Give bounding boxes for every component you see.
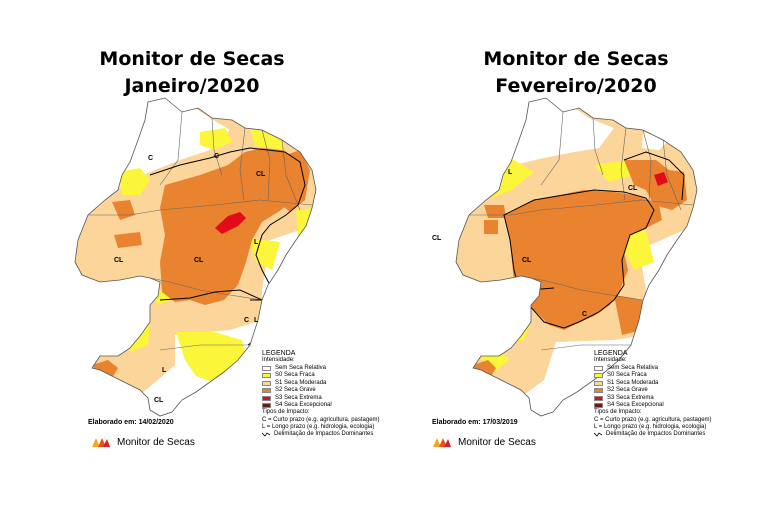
brand: Monitor de Secas	[432, 436, 536, 448]
legend-item: S2 Seca Grave	[262, 387, 380, 395]
impact-label: CL	[154, 397, 164, 404]
legend-item: Sem Seca Relativa	[262, 364, 380, 372]
legend-swatch	[262, 380, 271, 386]
impact-label: C	[244, 317, 249, 324]
legend-item: S4 Seca Excepcional	[262, 402, 380, 410]
legend-item: S0 Seca Fraca	[262, 372, 380, 380]
impact-label: CL	[194, 257, 204, 264]
map-legend: LEGENDA Intensidade: Sem Seca Relativa S…	[594, 350, 712, 438]
legend-impact-item: L = Longo prazo (e.g. hidrologia, ecolog…	[262, 423, 375, 430]
impact-label: CL	[628, 185, 638, 192]
elaborado-date: Elaborado em: 14/02/2020	[88, 419, 174, 426]
delimitation-line-icon	[262, 432, 270, 437]
impact-label: L	[508, 169, 513, 176]
legend-heading: LEGENDA	[262, 350, 296, 357]
impact-label: L	[254, 239, 259, 246]
map-title-line1: Monitor de Secas	[99, 48, 285, 70]
legend-swatch	[594, 403, 603, 409]
brand-name: Monitor de Secas	[117, 436, 195, 448]
impact-label: C	[582, 311, 587, 318]
impact-label: C	[148, 155, 153, 162]
impact-label: CL	[522, 257, 532, 264]
legend-swatch	[262, 373, 271, 379]
legend-intensity-title: Intensidade:	[594, 357, 627, 364]
impact-label: CL	[114, 257, 124, 264]
legend-impact-item: L = Longo prazo (e.g. hidrologia, ecolog…	[594, 423, 707, 430]
legend-swatch	[262, 388, 271, 394]
legend-swatch	[262, 395, 271, 401]
drought-map-january: C C CL L CL CL L C L CL	[74, 97, 317, 417]
impact-label: L	[162, 367, 167, 374]
legend-swatch	[262, 365, 271, 371]
legend-item: S3 Seca Extrema	[262, 394, 380, 402]
legend-item: S1 Seca Moderada	[262, 379, 380, 387]
legend-impact-item: C = Curto prazo (e.g. agricultura, pasta…	[594, 416, 712, 423]
brand: Monitor de Secas	[91, 436, 195, 448]
legend-swatch	[594, 380, 603, 386]
legend-impact-item: C = Curto prazo (e.g. agricultura, pasta…	[262, 416, 380, 423]
legend-swatch	[262, 403, 271, 409]
legend-item: S1 Seca Moderada	[594, 379, 712, 387]
drought-map-february: L CL CL CL C	[432, 97, 698, 417]
legend-item: S4 Seca Excepcional	[594, 402, 712, 410]
legend-item: S3 Seca Extrema	[594, 394, 712, 402]
legend-item: S0 Seca Fraca	[594, 372, 712, 380]
map-panel-february: Monitor de Secas Fevereiro/2020	[384, 0, 768, 512]
legend-impact-title: Tipos de Impacto:	[262, 409, 310, 416]
legend-swatch	[594, 365, 603, 371]
legend-impact-item: Delimitação de Impactos Dominantes	[594, 431, 712, 438]
map-legend: LEGENDA Intensidade: Sem Seca Relativa S…	[262, 350, 380, 438]
map-title-line2: Fevereiro/2020	[495, 75, 657, 97]
map-title-line1: Monitor de Secas	[483, 48, 669, 70]
legend-impact-item: Delimitação de Impactos Dominantes	[262, 431, 380, 438]
legend-intensity-title: Intensidade:	[262, 357, 295, 364]
impact-label: CL	[256, 171, 266, 178]
legend-swatch	[594, 373, 603, 379]
legend-swatch	[594, 395, 603, 401]
impact-label: L	[254, 317, 259, 324]
map-title-line2: Janeiro/2020	[124, 75, 260, 97]
impact-label: C	[214, 153, 219, 160]
legend-impact-title: Tipos de Impacto:	[594, 409, 642, 416]
brand-name: Monitor de Secas	[458, 436, 536, 448]
elaborado-date: Elaborado em: 17/03/2019	[432, 419, 518, 426]
legend-item: S2 Seca Grave	[594, 387, 712, 395]
legend-swatch	[594, 388, 603, 394]
map-panel-january: Monitor de Secas Janeiro/2020	[74, 48, 380, 448]
monitor-de-secas-logo-icon	[92, 438, 110, 447]
legend-item: Sem Seca Relativa	[594, 364, 712, 372]
delimitation-line-icon	[594, 432, 602, 437]
legend-heading: LEGENDA	[594, 350, 628, 357]
monitor-de-secas-logo-icon	[433, 438, 451, 447]
impact-label: CL	[432, 235, 442, 242]
